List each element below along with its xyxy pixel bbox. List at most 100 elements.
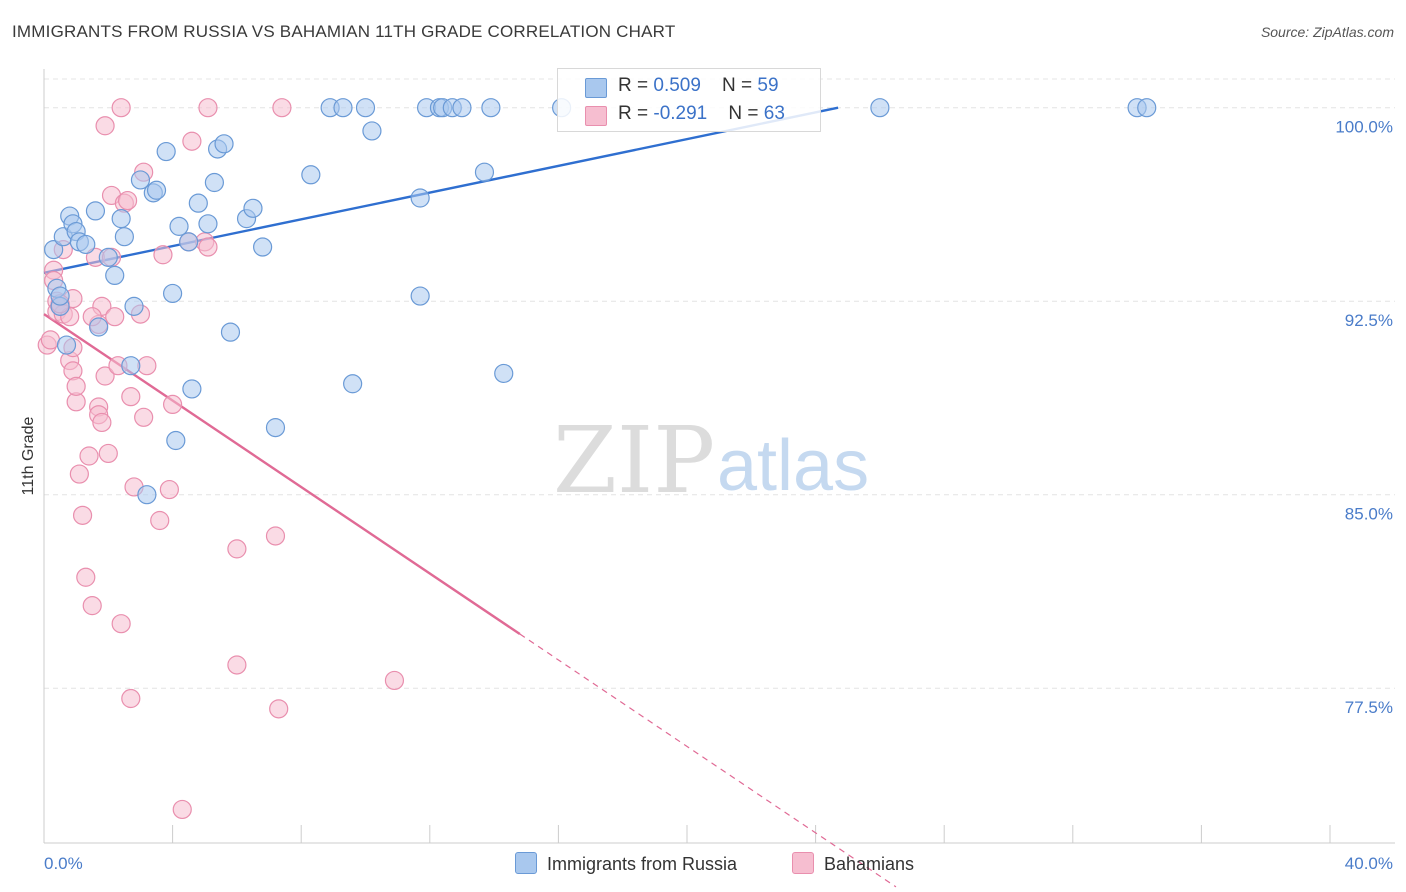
x-tick-label: 40.0% <box>1345 854 1393 873</box>
point-bahamians <box>72 505 93 525</box>
r-label: R = <box>618 75 654 96</box>
point-russia <box>76 234 96 255</box>
point-bahamians <box>40 330 61 350</box>
point-russia <box>214 134 234 154</box>
point-bahamians <box>121 688 141 709</box>
grid-layer <box>44 78 1395 689</box>
legend-item-bahamians[interactable]: Bahamians <box>792 852 914 875</box>
point-bahamians <box>134 407 154 427</box>
point-russia <box>85 201 106 221</box>
point-bahamians <box>150 510 170 531</box>
point-russia <box>494 363 514 384</box>
points-layer <box>37 98 1157 820</box>
watermark-zip: ZIP <box>553 407 715 514</box>
point-bahamians <box>163 394 183 414</box>
r-value: -0.291 <box>653 103 708 124</box>
point-russia <box>188 193 208 213</box>
point-bahamians <box>227 655 247 675</box>
point-russia <box>169 216 189 236</box>
point-bahamians <box>272 98 292 118</box>
stats-legend-row-russia: R = 0.509 N = 59 <box>558 72 820 100</box>
point-bahamians <box>63 361 83 381</box>
point-russia <box>301 165 321 185</box>
point-russia <box>343 374 363 394</box>
point-bahamians <box>98 443 118 464</box>
point-russia <box>198 214 218 234</box>
point-russia <box>220 322 241 342</box>
point-russia <box>114 227 134 247</box>
point-bahamians <box>227 539 247 559</box>
point-russia <box>253 237 273 257</box>
legend-item-russia[interactable]: Immigrants from Russia <box>515 852 737 875</box>
point-russia <box>333 98 353 118</box>
point-bahamians <box>95 366 115 386</box>
r-value: 0.509 <box>653 75 701 96</box>
point-bahamians <box>105 307 125 327</box>
x-tick-label: 0.0% <box>44 854 83 873</box>
point-bahamians <box>384 670 405 691</box>
trendline-russia <box>43 106 839 274</box>
point-russia <box>156 141 176 162</box>
point-russia <box>182 379 202 399</box>
point-russia <box>452 98 472 118</box>
point-russia <box>355 98 376 118</box>
point-russia <box>870 98 890 118</box>
point-bahamians <box>111 614 131 634</box>
watermark: ZIP atlas <box>553 407 869 514</box>
axis-layer <box>43 69 1395 844</box>
point-bahamians <box>153 245 173 265</box>
point-russia <box>124 296 144 316</box>
point-bahamians <box>76 567 96 587</box>
chart-title: IMMIGRANTS FROM RUSSIA VS BAHAMIAN 11TH … <box>12 22 676 41</box>
point-russia <box>410 188 430 208</box>
point-bahamians <box>92 412 112 433</box>
series-legend: Immigrants from Russia Bahamians <box>0 852 1406 878</box>
bahamians-swatch <box>585 106 607 126</box>
point-bahamians <box>172 799 192 820</box>
y-tick-label: 77.5% <box>1345 698 1393 717</box>
point-russia <box>130 170 151 190</box>
point-bahamians <box>265 526 286 546</box>
point-russia <box>362 121 382 141</box>
n-label: N = <box>728 103 764 124</box>
point-russia <box>410 286 430 306</box>
point-russia <box>111 209 131 229</box>
point-bahamians <box>111 98 131 118</box>
point-bahamians <box>66 376 86 396</box>
point-bahamians <box>159 479 179 500</box>
point-bahamians <box>182 131 202 151</box>
point-bahamians <box>137 356 157 376</box>
point-russia <box>1137 98 1157 118</box>
source-credit: Source: ZipAtlas.com <box>1260 24 1394 40</box>
stats-legend: R = 0.509 N = 59 R = -0.291 N = 63 <box>557 68 821 132</box>
russia-legend-swatch <box>515 852 537 874</box>
stats-legend-row-bahamians: R = -0.291 N = 63 <box>558 100 820 128</box>
point-bahamians <box>82 596 102 616</box>
point-russia <box>179 232 199 252</box>
point-russia <box>121 356 141 376</box>
point-russia <box>98 247 118 267</box>
point-bahamians <box>198 98 218 118</box>
point-bahamians <box>269 699 289 719</box>
point-russia <box>166 430 186 451</box>
point-russia <box>105 265 125 285</box>
trendline-bahamians-extension <box>519 633 897 888</box>
point-russia <box>204 172 224 193</box>
label-layer: 100.0% 92.5% 85.0% 77.5% 0.0% 40.0% 11th Grade <box>20 118 1393 873</box>
point-russia <box>243 198 263 218</box>
point-bahamians <box>79 446 99 466</box>
point-russia <box>50 286 70 306</box>
point-russia <box>481 98 501 118</box>
point-russia <box>137 485 157 505</box>
r-label: R = <box>618 103 654 124</box>
point-russia <box>146 180 167 200</box>
y-axis-title: 11th Grade <box>20 416 37 495</box>
y-tick-label: 100.0% <box>1335 118 1393 137</box>
legend-label-russia: Immigrants from Russia <box>547 854 738 874</box>
legend-label-bahamians: Bahamians <box>824 854 915 874</box>
point-russia <box>265 418 286 438</box>
point-bahamians <box>95 116 115 136</box>
point-russia <box>89 317 109 337</box>
n-label: N = <box>722 75 758 96</box>
